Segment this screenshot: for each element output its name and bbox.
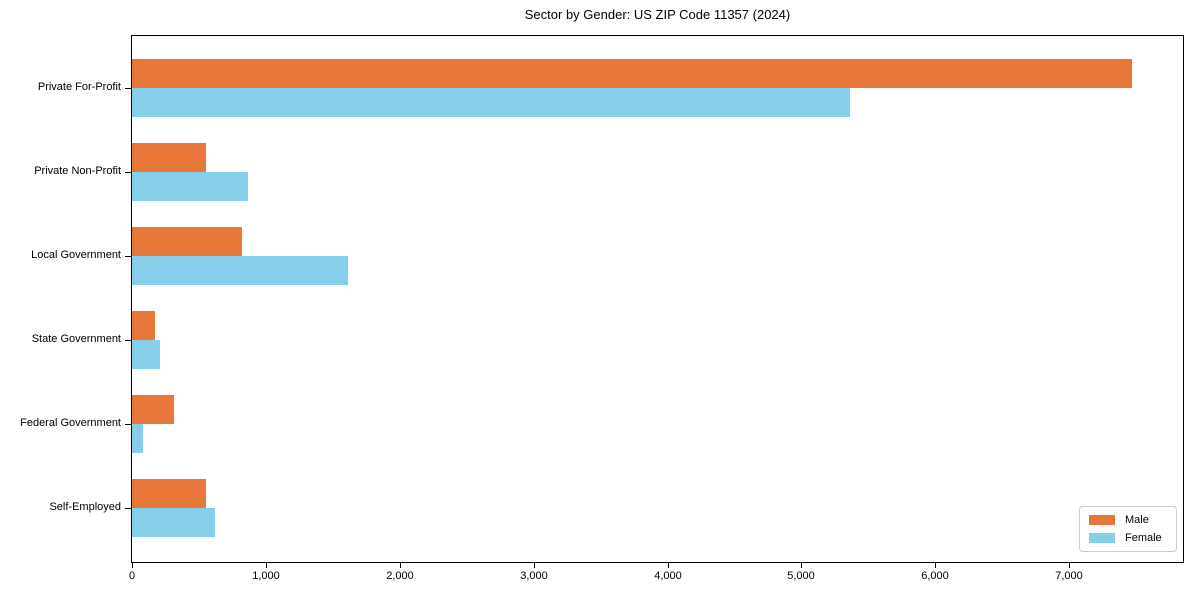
y-axis-category-label: Local Government — [31, 249, 121, 261]
x-tick — [801, 563, 802, 568]
x-tick — [132, 563, 133, 568]
bar-male-1 — [132, 59, 1132, 88]
chart-title: Sector by Gender: US ZIP Code 11357 (202… — [524, 7, 791, 22]
y-tick — [125, 88, 131, 89]
y-axis-category-label: Self-Employed — [49, 501, 121, 513]
y-axis-category-label: Federal Government — [20, 417, 121, 429]
bar-male-5 — [132, 395, 174, 424]
x-tick — [1069, 563, 1070, 568]
x-axis-tick-label: 2,000 — [386, 570, 414, 582]
bar-female-1 — [132, 88, 850, 117]
y-tick — [125, 172, 131, 173]
bar-female-2 — [132, 172, 248, 201]
y-tick — [125, 508, 131, 509]
x-axis-tick-label: 0 — [128, 570, 136, 582]
x-axis-tick-label: 1,000 — [252, 570, 280, 582]
x-tick — [668, 563, 669, 568]
bar-female-3 — [132, 256, 348, 285]
y-axis-category-label: Private For-Profit — [37, 81, 121, 93]
y-tick — [125, 424, 131, 425]
legend-label-female: Female — [1125, 532, 1162, 544]
legend-swatch-male — [1089, 515, 1115, 525]
x-axis-tick-label: 4,000 — [654, 570, 682, 582]
x-tick — [400, 563, 401, 568]
bar-male-2 — [132, 143, 206, 172]
plot-area: Male Female — [131, 35, 1184, 563]
y-axis-category-label: Private Non-Profit — [34, 165, 121, 177]
x-tick — [935, 563, 936, 568]
bar-female-6 — [132, 508, 215, 537]
legend-swatch-female — [1089, 533, 1115, 543]
legend-entry-male: Male — [1089, 514, 1167, 526]
x-axis-tick-label: 3,000 — [520, 570, 548, 582]
y-axis-category-label: State Government — [31, 333, 121, 345]
x-tick — [534, 563, 535, 568]
bar-male-4 — [132, 311, 155, 340]
bar-male-3 — [132, 227, 242, 256]
x-axis-tick-label: 6,000 — [921, 570, 949, 582]
bar-female-4 — [132, 340, 160, 369]
legend-entry-female: Female — [1089, 532, 1167, 544]
x-axis-tick-label: 7,000 — [1055, 570, 1083, 582]
y-tick — [125, 340, 131, 341]
bar-male-6 — [132, 479, 206, 508]
x-axis-tick-label: 5,000 — [787, 570, 815, 582]
bar-female-5 — [132, 424, 143, 453]
x-tick — [266, 563, 267, 568]
y-tick — [125, 256, 131, 257]
legend: Male Female — [1079, 506, 1177, 552]
legend-label-male: Male — [1125, 514, 1149, 526]
